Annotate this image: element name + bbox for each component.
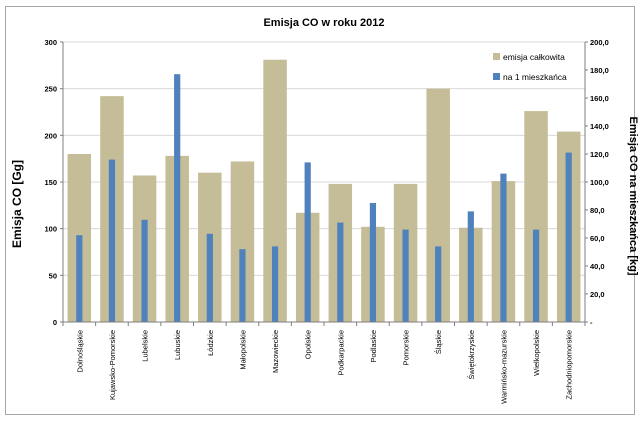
y2-tick-label: 120,0	[590, 150, 609, 159]
y2-tick-label: -	[590, 318, 593, 327]
bar-per-capita	[108, 159, 116, 322]
legend: emisja całkowita na 1 mieszkańca	[493, 52, 567, 82]
bar-per-capita	[271, 246, 279, 322]
bar-per-capita	[141, 219, 148, 322]
y-tick-label: 50	[49, 271, 57, 280]
x-tick-label: Pomorskie	[402, 330, 411, 365]
bar-per-capita	[565, 152, 572, 322]
x-tick-label: Wielkopolskie	[532, 330, 541, 376]
x-tick-label: Małopolskie	[238, 330, 247, 370]
bar-per-capita	[532, 229, 540, 322]
bar-per-capita	[500, 173, 507, 322]
y-tick-label: 150	[44, 178, 57, 187]
y2-tick-label: 140,0	[590, 122, 609, 131]
x-tick-label: Śląskie	[434, 330, 443, 354]
bar-total	[426, 88, 450, 323]
legend-label-total: emisja całkowita	[503, 52, 565, 62]
y-tick-label: 0	[53, 318, 57, 327]
x-tick-label: Podkarpackie	[336, 330, 345, 375]
y-tick-label: 250	[44, 85, 57, 94]
legend-label-per-capita: na 1 mieszkańca	[503, 72, 567, 82]
bar-per-capita	[435, 246, 442, 322]
bar-total	[263, 59, 287, 322]
legend-swatch-per-capita	[493, 73, 500, 80]
x-tick-label: Kujawsko-Pomorskie	[108, 330, 117, 400]
bar-total	[524, 111, 548, 322]
legend-swatch-total	[493, 53, 500, 60]
y2-tick-label: 180,0	[590, 66, 609, 75]
x-tick-label: Łódzkie	[206, 330, 215, 356]
bars	[67, 59, 581, 323]
y2-tick-label: 80,0	[590, 206, 605, 215]
y-tick-label: 300	[44, 38, 57, 47]
y-tick-label: 100	[44, 225, 57, 234]
bar-per-capita	[369, 203, 377, 322]
chart-title: Emisja CO w roku 2012	[263, 17, 384, 29]
bar-per-capita	[467, 211, 474, 322]
y2-tick-label: 60,0	[590, 234, 605, 243]
x-tick-label: Dolnośląskie	[75, 330, 84, 373]
x-tick-label: Warmińsko-mazurskie	[499, 330, 508, 404]
bar-per-capita	[76, 235, 83, 322]
x-tick-label: Zachodniopomorskie	[565, 330, 574, 400]
x-tick-label: Świętokrzyskie	[467, 330, 476, 380]
bar-per-capita	[402, 229, 409, 322]
x-tick-label: Opolskie	[304, 330, 313, 359]
y-axis-title: Emisja CO [Gg]	[10, 160, 24, 248]
bar-per-capita	[304, 162, 311, 322]
y2-tick-label: 40,0	[590, 262, 605, 271]
x-tick-label: Lubelskie	[141, 330, 150, 362]
x-tick-label: Mazowieckie	[271, 330, 280, 373]
y2-axis-title: Emisja CO na mieszkańca [kg]	[627, 117, 639, 276]
x-tick-label: Podlaskie	[369, 330, 378, 363]
x-tick-label: Lubuskie	[173, 330, 182, 360]
y-tick-label: 200	[44, 131, 57, 140]
bar-per-capita	[174, 74, 181, 322]
bar-per-capita	[239, 249, 246, 322]
axes: 0 50 100 150 200 250 300 - 20,0 40,0 60,0 80,0 100,0…	[44, 38, 608, 404]
bar-total	[230, 161, 255, 322]
bar-per-capita	[206, 233, 213, 322]
y2-tick-label: 160,0	[590, 94, 609, 103]
y2-tick-label: 200,0	[590, 38, 609, 47]
bar-per-capita	[337, 222, 344, 322]
y2-tick-label: 100,0	[590, 178, 609, 187]
y2-tick-label: 20,0	[590, 290, 605, 299]
